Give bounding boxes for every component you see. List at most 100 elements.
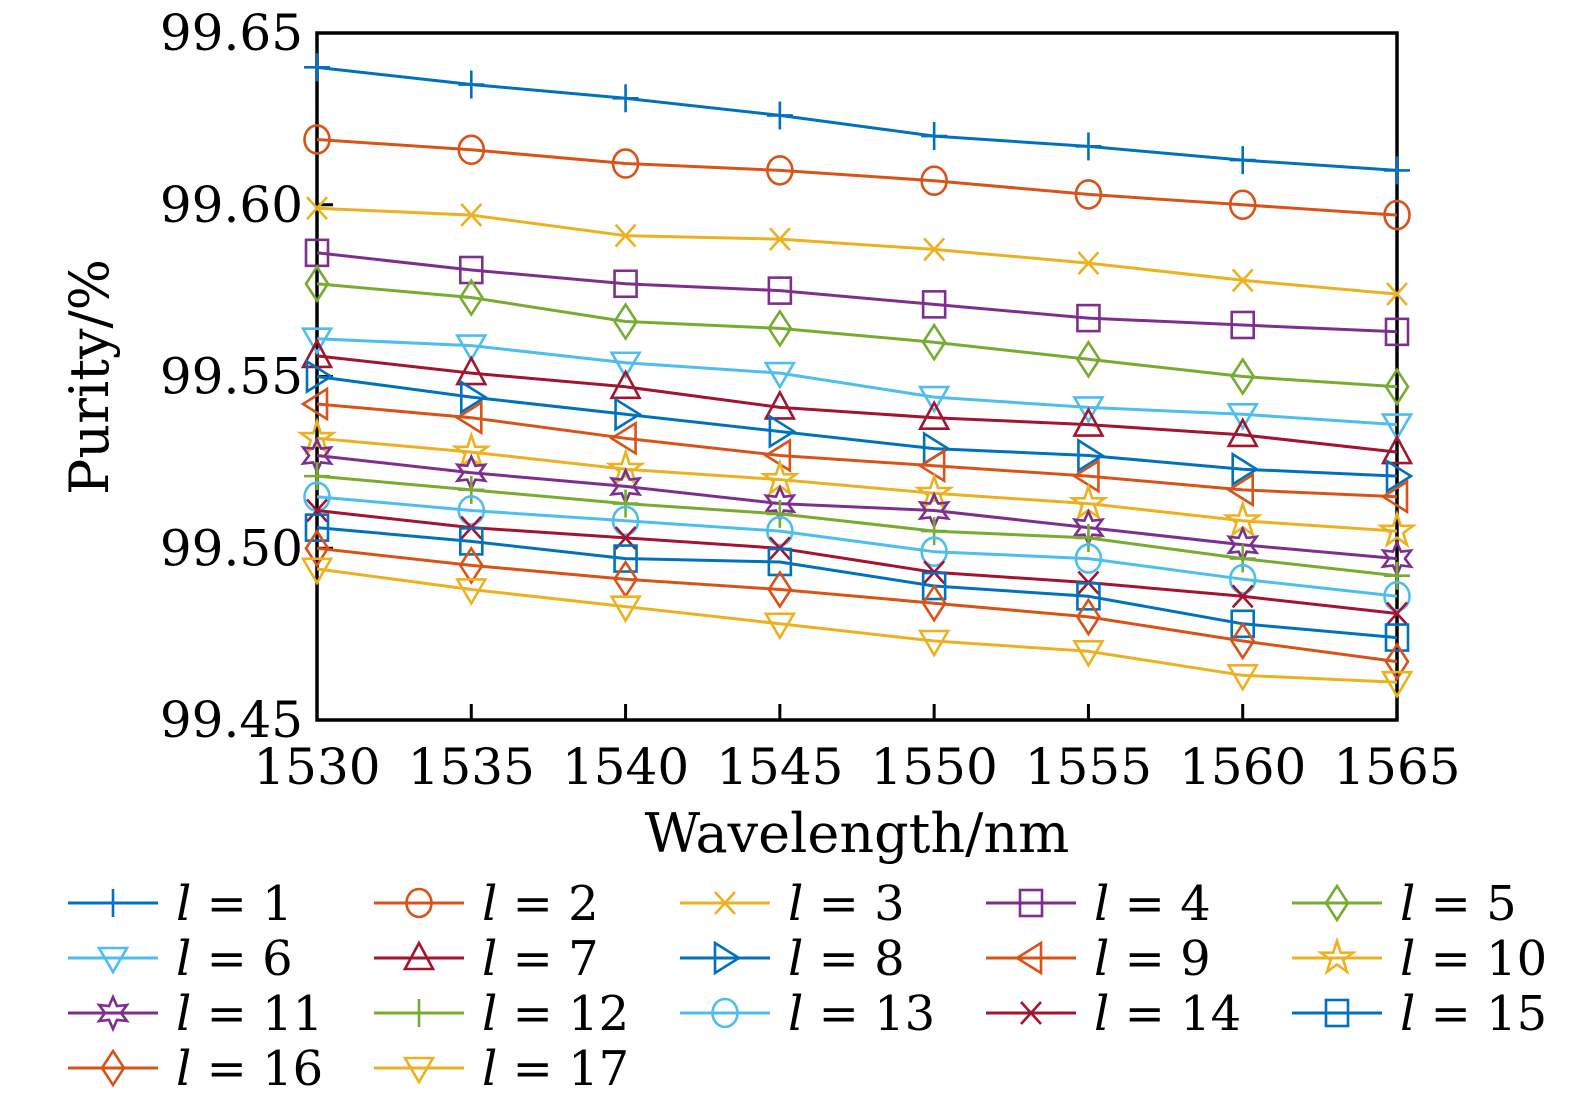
legend-label: l = 7 — [482, 931, 599, 987]
legend-marker — [714, 891, 736, 915]
data-point-marker — [1384, 156, 1410, 185]
data-point-marker — [1383, 199, 1411, 231]
series-line — [316, 436, 1398, 533]
data-point-marker — [1075, 339, 1101, 379]
data-point-marker — [305, 359, 334, 394]
legend-marker — [402, 1056, 436, 1085]
data-point-marker — [768, 227, 791, 251]
data-point-marker — [1226, 402, 1259, 431]
legend-marker — [96, 946, 130, 975]
data-point-marker — [1231, 268, 1254, 293]
series-line — [316, 337, 1398, 427]
data-point-marker — [612, 489, 639, 518]
series-l-4 — [304, 238, 1410, 347]
data-point-marker — [612, 84, 639, 113]
data-point-marker — [458, 70, 485, 99]
data-point-marker — [611, 148, 640, 179]
data-point-marker — [1376, 509, 1418, 549]
data-point-marker — [923, 237, 946, 262]
legend-item-l-9: l = 9 — [986, 931, 1211, 987]
x-tick-label: 1530 — [253, 738, 380, 796]
data-point-marker — [304, 462, 330, 491]
legend-item-l-16: l = 16 — [68, 1041, 323, 1097]
data-point-marker — [921, 583, 947, 623]
data-point-marker — [1075, 523, 1102, 552]
data-point-marker — [455, 355, 488, 386]
series-line — [316, 567, 1398, 684]
y-tick-label: 99.65 — [160, 4, 303, 62]
data-point-marker — [763, 389, 797, 420]
series-l-12 — [304, 462, 1410, 590]
y-tick-label: 99.45 — [160, 691, 303, 749]
data-point-marker — [767, 276, 793, 305]
series-line — [316, 65, 1398, 172]
legend-marker — [100, 889, 126, 917]
data-point-marker — [1077, 438, 1105, 473]
data-point-marker — [920, 536, 948, 567]
series-l-3 — [306, 196, 1408, 306]
data-point-marker — [917, 399, 951, 431]
data-point-marker — [1072, 639, 1105, 668]
legend-label: l = 3 — [788, 876, 905, 932]
data-point-marker — [766, 101, 793, 130]
data-point-marker — [613, 302, 639, 341]
series-line — [316, 375, 1398, 478]
data-point-marker — [458, 527, 484, 556]
data-point-marker — [296, 417, 338, 456]
legend-label: l = 15 — [1400, 986, 1547, 1042]
x-axis-label: Wavelength/nm — [645, 802, 1070, 865]
data-point-marker — [1072, 396, 1105, 424]
x-tick-label: 1560 — [1179, 738, 1306, 796]
series-line — [316, 206, 1398, 296]
x-tick-label: 1550 — [871, 738, 998, 796]
data-point-marker — [455, 578, 488, 607]
data-point-marker — [914, 472, 955, 511]
data-point-marker — [1231, 451, 1260, 487]
data-point-marker — [1077, 251, 1100, 276]
data-point-marker — [459, 379, 488, 415]
series-l-6 — [300, 327, 1414, 442]
series-line — [316, 454, 1398, 561]
data-point-marker — [766, 499, 793, 528]
data-point-marker — [920, 165, 948, 197]
legend-item-l-15: l = 15 — [1292, 986, 1547, 1042]
data-point-marker — [766, 515, 794, 547]
series-line — [316, 526, 1398, 640]
legend-item-l-1: l = 1 — [68, 876, 293, 932]
data-point-marker — [1226, 472, 1255, 508]
data-point-marker — [609, 595, 642, 624]
data-point-marker — [1074, 179, 1103, 210]
data-point-marker — [767, 547, 793, 577]
legend-marker — [405, 887, 433, 919]
y-axis-label: Purity/% — [58, 259, 121, 495]
legend-label: l = 11 — [176, 986, 323, 1042]
data-point-marker — [609, 420, 637, 456]
legend-item-l-14: l = 14 — [986, 986, 1241, 1042]
data-point-marker — [1380, 413, 1414, 442]
data-point-marker — [300, 557, 334, 586]
series-l-16 — [304, 528, 1410, 681]
legend-marker — [1324, 883, 1350, 923]
series-l-5 — [304, 264, 1410, 407]
legend-label: l = 14 — [1094, 986, 1241, 1042]
legend-item-l-5: l = 5 — [1292, 876, 1517, 932]
data-point-marker — [1076, 303, 1101, 333]
data-point-marker — [921, 122, 948, 151]
data-point-marker — [304, 513, 330, 542]
data-point-marker — [300, 327, 334, 356]
data-point-marker — [614, 396, 643, 432]
legend-label: l = 16 — [176, 1041, 323, 1097]
data-point-marker — [1230, 357, 1256, 396]
chart-legend: l = 1 l = 2 l = 3 l = 4 l = 5 l = 6 l = 7 l = 8… — [68, 876, 1547, 1097]
legend-label: l = 13 — [788, 986, 935, 1042]
legend-label: l = 9 — [1094, 931, 1211, 987]
data-point-marker — [611, 505, 640, 537]
data-point-marker — [605, 447, 646, 487]
data-point-marker — [921, 517, 948, 546]
data-point-marker — [1075, 132, 1102, 161]
legend-marker — [100, 1048, 126, 1088]
data-point-marker — [763, 438, 792, 473]
data-point-marker — [1383, 581, 1411, 612]
